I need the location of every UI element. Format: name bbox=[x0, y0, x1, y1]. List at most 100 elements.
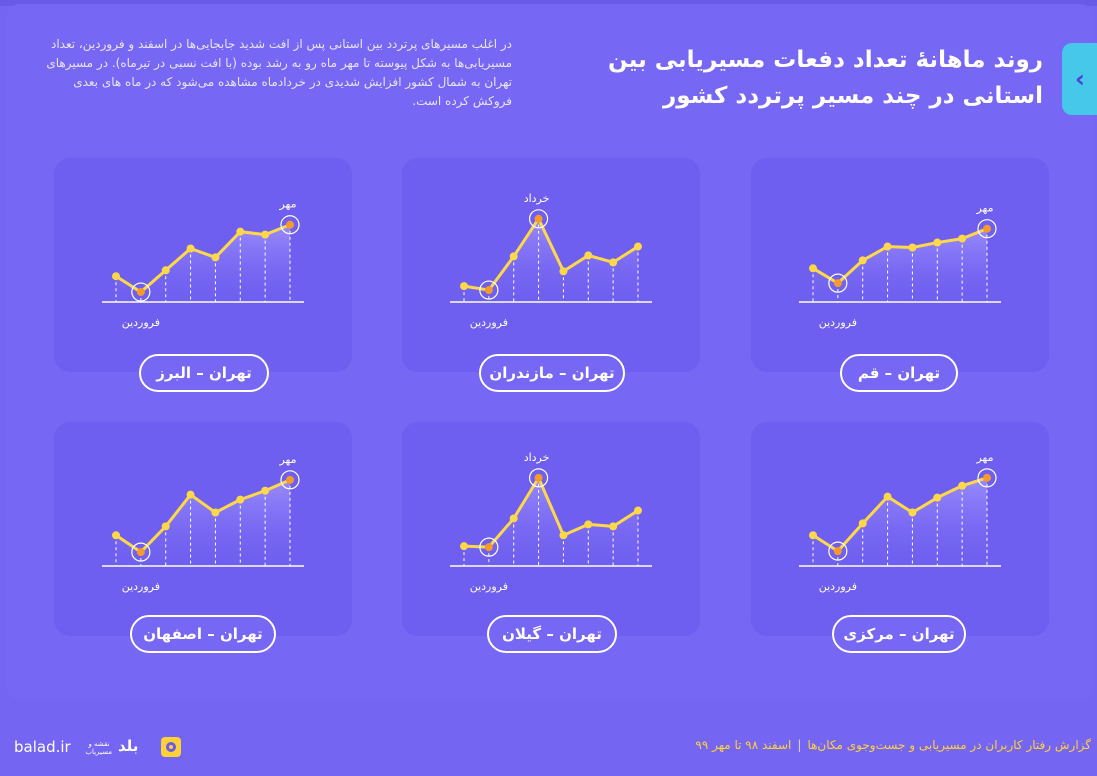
route-label-tehran-isfahan: تهران – اصفهان bbox=[130, 615, 276, 653]
highlight-ring-7 bbox=[977, 468, 997, 488]
side-toggle-button[interactable]: ‹ bbox=[1062, 43, 1097, 115]
data-point-0 bbox=[809, 264, 817, 273]
line-chart-tehran-markazi: فروردین مهر bbox=[799, 451, 1001, 593]
data-point-1 bbox=[833, 279, 842, 288]
route-label-tehran-alborz: تهران – البرز bbox=[139, 354, 269, 392]
top-strip bbox=[0, 0, 1097, 6]
route-label-tehran-markazi: تهران – مرکزی bbox=[832, 615, 966, 653]
data-point-2 bbox=[858, 256, 867, 265]
data-point-1 bbox=[484, 543, 493, 552]
highlight-ring-7 bbox=[280, 470, 300, 490]
data-point-4 bbox=[908, 508, 917, 517]
footer-separator: | bbox=[797, 738, 802, 752]
data-point-7 bbox=[286, 220, 294, 229]
highlight-ring-3 bbox=[528, 468, 549, 488]
line-chart-tehran-isfahan: فروردین مهر bbox=[102, 453, 304, 593]
footer-report-title: گزارش رفتار کاربران در مسیریابی و جست‌وج… bbox=[807, 738, 1091, 752]
footer-bar bbox=[0, 700, 1097, 776]
brand-name: بلد bbox=[118, 737, 139, 755]
data-point-7 bbox=[286, 475, 294, 484]
data-point-2 bbox=[161, 266, 170, 275]
data-point-1 bbox=[136, 548, 145, 557]
highlight-ring-1 bbox=[131, 282, 151, 302]
data-point-3 bbox=[883, 242, 892, 251]
data-point-4 bbox=[559, 531, 568, 540]
data-point-4 bbox=[211, 508, 220, 517]
data-point-5 bbox=[584, 520, 593, 529]
data-point-4 bbox=[211, 253, 220, 262]
data-point-6 bbox=[958, 234, 967, 243]
data-point-6 bbox=[609, 522, 618, 531]
data-point-5 bbox=[584, 251, 593, 260]
data-point-2 bbox=[858, 519, 867, 528]
data-point-3 bbox=[883, 492, 892, 501]
series-line bbox=[811, 476, 989, 553]
data-point-0 bbox=[460, 542, 468, 551]
data-point-7 bbox=[983, 224, 991, 233]
footer-period: اسفند ۹۸ تا مهر ۹۹ bbox=[695, 738, 792, 752]
low-label: فروردین bbox=[819, 580, 857, 593]
data-point-1 bbox=[136, 288, 145, 297]
highlight-ring-1 bbox=[479, 537, 499, 557]
low-label: فروردین bbox=[470, 316, 508, 329]
brand-tagline: نقشه و مسیریاب bbox=[85, 740, 112, 756]
highlight-ring-1 bbox=[479, 280, 499, 300]
data-point-2 bbox=[509, 252, 518, 261]
data-point-7 bbox=[983, 473, 991, 482]
peak-label: مهر bbox=[975, 202, 993, 215]
data-point-7 bbox=[634, 506, 642, 515]
chart-card-tehran-isfahan: فروردین مهر bbox=[54, 422, 352, 636]
data-point-1 bbox=[484, 286, 493, 295]
route-label-tehran-mazandaran: تهران – مازندران bbox=[479, 354, 625, 392]
data-point-2 bbox=[509, 514, 518, 523]
low-label: فروردین bbox=[122, 580, 160, 593]
description-text: در اغلب مسیرهای پرتردد بین استانی پس از … bbox=[46, 37, 512, 108]
chart-card-tehran-alborz: فروردین مهر bbox=[54, 158, 352, 372]
chart-card-tehran-qom: فروردین مهر bbox=[751, 158, 1049, 372]
route-label-tehran-gilan: تهران – گیلان bbox=[487, 615, 617, 653]
area-fill bbox=[813, 228, 987, 302]
highlight-ring-1 bbox=[828, 541, 848, 561]
brand-url-link[interactable]: balad.ir bbox=[14, 738, 71, 756]
data-point-3 bbox=[186, 244, 195, 253]
peak-label: مهر bbox=[278, 198, 296, 211]
line-chart-tehran-gilan: فروردین خرداد bbox=[450, 451, 652, 593]
data-point-6 bbox=[609, 258, 618, 267]
line-chart-tehran-alborz: فروردین مهر bbox=[102, 198, 304, 329]
data-point-4 bbox=[908, 243, 917, 252]
line-chart-tehran-qom: فروردین مهر bbox=[799, 202, 1001, 329]
series-line bbox=[114, 478, 292, 554]
data-point-5 bbox=[933, 238, 942, 247]
area-fill bbox=[116, 224, 290, 302]
data-point-6 bbox=[261, 486, 270, 495]
series-line bbox=[462, 217, 640, 292]
page-title: روند ماهانهٔ تعداد دفعات مسیریابی بین اس… bbox=[608, 47, 1043, 109]
data-point-0 bbox=[460, 282, 468, 291]
chart-card-tehran-mazandaran: فروردین خرداد bbox=[402, 158, 700, 372]
data-point-3 bbox=[186, 490, 195, 499]
data-point-0 bbox=[112, 272, 120, 281]
data-point-3 bbox=[534, 473, 543, 482]
data-point-4 bbox=[559, 267, 568, 276]
data-point-0 bbox=[112, 531, 120, 540]
area-fill bbox=[813, 477, 987, 566]
data-point-5 bbox=[933, 493, 942, 502]
data-point-6 bbox=[261, 230, 270, 239]
data-point-1 bbox=[833, 547, 842, 556]
highlight-ring-7 bbox=[977, 219, 997, 239]
series-line bbox=[114, 223, 292, 294]
series-line bbox=[462, 476, 640, 549]
low-label: فروردین bbox=[819, 316, 857, 329]
line-chart-tehran-mazandaran: فروردین خرداد bbox=[450, 192, 652, 329]
data-point-0 bbox=[809, 531, 817, 540]
route-label-tehran-qom: تهران – قم bbox=[840, 354, 958, 392]
data-point-2 bbox=[161, 522, 170, 531]
low-label: فروردین bbox=[470, 580, 508, 593]
chart-card-tehran-markazi: فروردین مهر bbox=[751, 422, 1049, 636]
chart-card-tehran-gilan: فروردین خرداد bbox=[402, 422, 700, 636]
low-label: فروردین bbox=[122, 316, 160, 329]
series-line bbox=[811, 227, 989, 285]
data-point-7 bbox=[634, 242, 642, 251]
footer-caption: گزارش رفتار کاربران در مسیریابی و جست‌وج… bbox=[695, 738, 1091, 752]
data-point-3 bbox=[534, 214, 543, 223]
